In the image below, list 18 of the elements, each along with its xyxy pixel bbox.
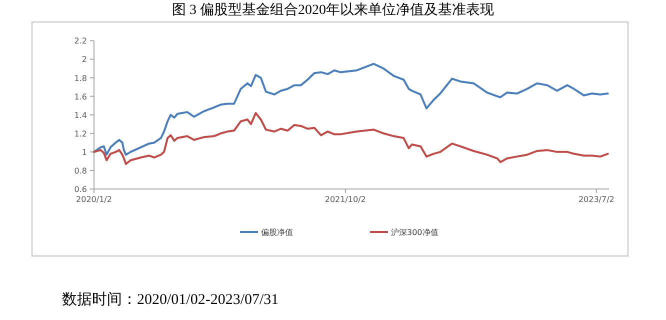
y-tick-label: 1.6 — [74, 92, 87, 102]
y-tick-label: 0.6 — [74, 185, 87, 194]
y-tick-label: 1.2 — [74, 129, 87, 138]
y-tick-label: 1.4 — [74, 110, 87, 120]
chart-title: 图 3 偏股型基金组合2020年以来单位净值及基准表现 — [172, 2, 494, 18]
line-series — [93, 62, 609, 156]
y-tick-label: 2 — [82, 55, 87, 64]
y-tick-label: 1 — [82, 148, 87, 157]
y-tick-label: 2.2 — [74, 36, 87, 46]
x-tick-label: 2020/1/2 — [76, 195, 112, 204]
text: 数据时间：2020/01/02-2023/07/31 — [62, 291, 279, 308]
x-tick-label: 2021/10/2 — [324, 195, 366, 204]
line-series — [93, 112, 609, 165]
y-tick-label: 1.8 — [74, 74, 87, 83]
x-tick-label: 2023/7/2 — [578, 195, 614, 204]
legend-label: 沪深300净值 — [391, 228, 438, 237]
legend-label: 偏股净值 — [261, 228, 293, 237]
y-tick-label: 0.8 — [74, 166, 87, 176]
